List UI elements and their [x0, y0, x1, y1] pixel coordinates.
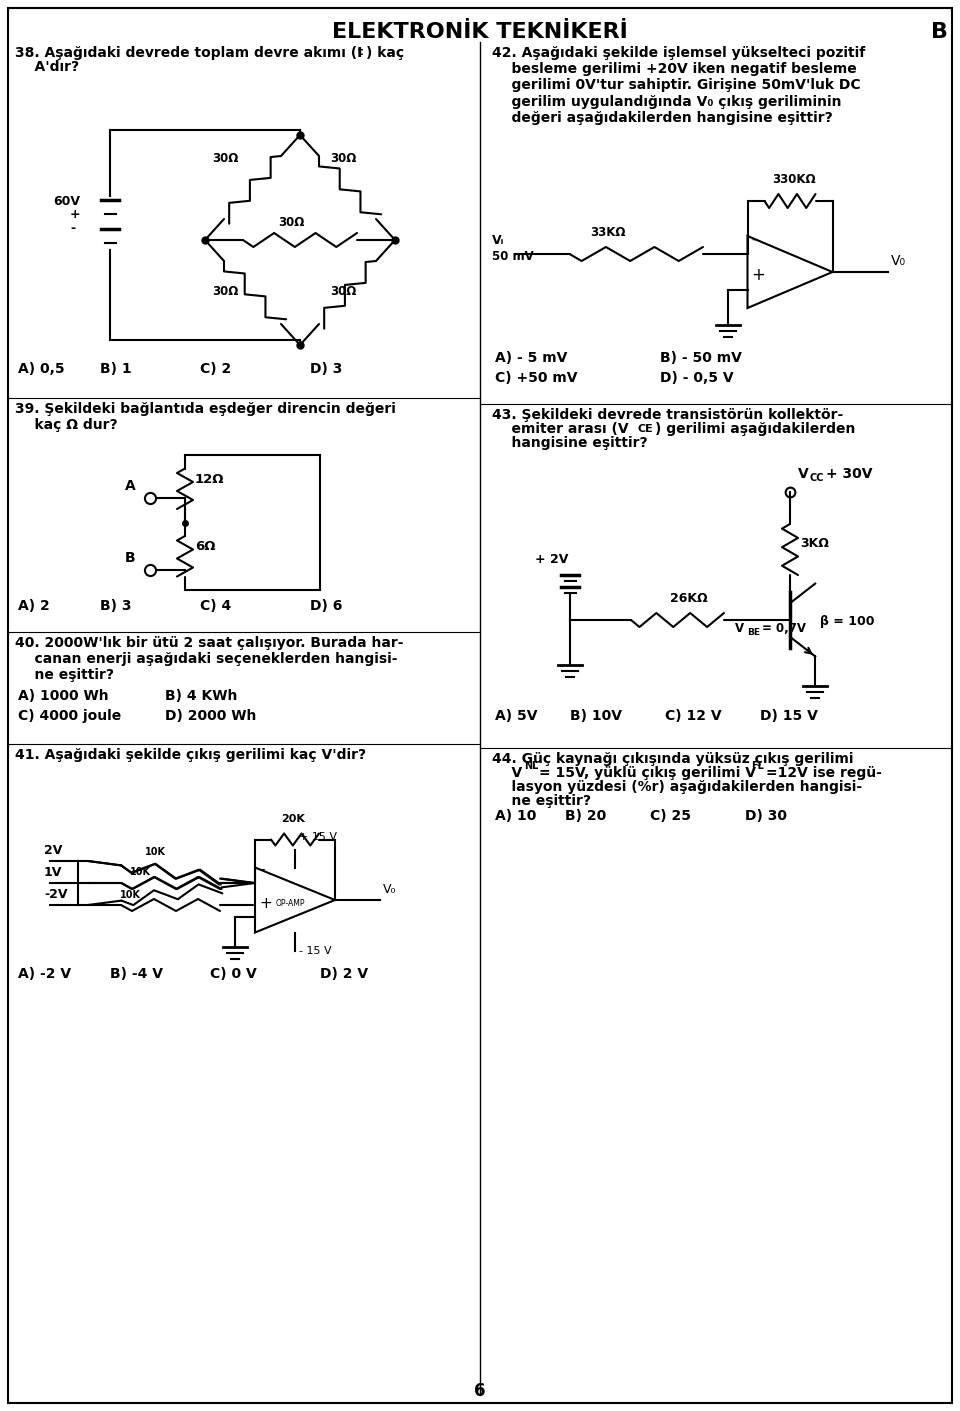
Text: 6Ω: 6Ω	[195, 540, 215, 553]
Text: V: V	[735, 622, 744, 635]
Text: B) 3: B) 3	[100, 600, 132, 612]
Text: OP-AMP: OP-AMP	[276, 899, 304, 909]
Text: +: +	[259, 896, 272, 912]
Text: emiter arası (V: emiter arası (V	[492, 422, 629, 436]
Text: A) 10: A) 10	[495, 809, 537, 823]
Text: BE: BE	[747, 628, 760, 636]
Text: lasyon yüzdesi (%r) aşağıdakilerden hangisi-: lasyon yüzdesi (%r) aşağıdakilerden hang…	[492, 780, 862, 794]
Text: 38. Aşağıdaki devrede toplam devre akımı (I: 38. Aşağıdaki devrede toplam devre akımı…	[15, 47, 362, 61]
Text: 10K: 10K	[145, 847, 166, 856]
Text: 41. Aşağıdaki şekilde çıkış gerilimi kaç V'dir?: 41. Aşağıdaki şekilde çıkış gerilimi kaç…	[15, 748, 366, 762]
Text: 50 mV: 50 mV	[492, 250, 534, 262]
Text: 30Ω: 30Ω	[278, 216, 304, 229]
Text: -: -	[70, 222, 75, 236]
Text: V: V	[798, 467, 808, 481]
Text: A: A	[125, 478, 135, 492]
Text: CE: CE	[638, 423, 654, 435]
Text: C) +50 mV: C) +50 mV	[495, 371, 578, 385]
Text: B: B	[125, 552, 135, 564]
Text: A) -2 V: A) -2 V	[18, 967, 71, 981]
Text: 330KΩ: 330KΩ	[772, 174, 816, 186]
Text: 60V: 60V	[53, 195, 80, 207]
Text: 1V: 1V	[44, 866, 62, 879]
Text: 26KΩ: 26KΩ	[670, 593, 708, 605]
Text: + 15 V: + 15 V	[299, 831, 337, 841]
Text: C) 4: C) 4	[200, 600, 231, 612]
Text: 3KΩ: 3KΩ	[800, 538, 828, 550]
Text: t: t	[358, 47, 363, 56]
Text: C) 4000 joule: C) 4000 joule	[18, 708, 121, 722]
Text: A) 1000 Wh: A) 1000 Wh	[18, 689, 108, 703]
Text: 10K: 10K	[120, 890, 141, 900]
Text: B) - 50 mV: B) - 50 mV	[660, 351, 742, 365]
Text: Vᵢ: Vᵢ	[492, 234, 504, 247]
Text: A) - 5 mV: A) - 5 mV	[495, 351, 567, 365]
Text: A) 2: A) 2	[18, 600, 50, 612]
Text: NL: NL	[524, 761, 539, 770]
Text: - 15 V: - 15 V	[299, 947, 331, 957]
Text: ELEKTRONİK TEKNİKERİ: ELEKTRONİK TEKNİKERİ	[332, 23, 628, 42]
Text: D) 2000 Wh: D) 2000 Wh	[165, 708, 256, 722]
Text: C) 25: C) 25	[650, 809, 691, 823]
Text: D) 15 V: D) 15 V	[760, 708, 818, 722]
Text: 43. Şekildeki devrede transistörün kollektör-: 43. Şekildeki devrede transistörün kolle…	[492, 408, 843, 422]
Text: 20K: 20K	[281, 814, 305, 824]
Text: 30Ω: 30Ω	[212, 285, 238, 298]
Text: = 0,7V: = 0,7V	[762, 622, 806, 635]
Text: A) 5V: A) 5V	[495, 708, 538, 722]
Text: B) -4 V: B) -4 V	[110, 967, 163, 981]
Text: ) kaç: ) kaç	[366, 47, 404, 61]
Text: FL: FL	[751, 761, 764, 770]
Text: ) gerilimi aşağıdakilerden: ) gerilimi aşağıdakilerden	[655, 422, 855, 436]
Text: 6: 6	[474, 1381, 486, 1400]
Text: hangisine eşittir?: hangisine eşittir?	[492, 436, 648, 450]
Text: B) 4 KWh: B) 4 KWh	[165, 689, 237, 703]
Text: 42. Aşağıdaki şekilde işlemsel yükselteci pozitif
    besleme gerilimi +20V iken: 42. Aşağıdaki şekilde işlemsel yükseltec…	[492, 47, 865, 124]
Text: CC: CC	[810, 473, 825, 483]
Text: D) - 0,5 V: D) - 0,5 V	[660, 371, 733, 385]
Text: +: +	[752, 267, 765, 284]
Text: 2V: 2V	[44, 844, 62, 856]
Text: 30Ω: 30Ω	[330, 152, 356, 165]
Text: 39. Şekildeki bağlantıda eşdeğer direncin değeri
    kaç Ω dur?: 39. Şekildeki bağlantıda eşdeğer direnci…	[15, 402, 396, 432]
Text: + 2V: + 2V	[535, 553, 568, 566]
Text: C) 0 V: C) 0 V	[210, 967, 256, 981]
Text: V₀: V₀	[891, 254, 905, 268]
Text: C) 12 V: C) 12 V	[665, 708, 722, 722]
Text: 30Ω: 30Ω	[330, 285, 356, 298]
Text: V: V	[492, 766, 522, 780]
Text: B) 20: B) 20	[565, 809, 607, 823]
Text: 33KΩ: 33KΩ	[590, 226, 626, 238]
Text: B: B	[931, 23, 948, 42]
Text: β = 100: β = 100	[820, 615, 875, 628]
Text: D) 3: D) 3	[310, 363, 343, 375]
Text: 12Ω: 12Ω	[195, 473, 225, 485]
Text: = 15V, yüklü çıkış gerilimi V: = 15V, yüklü çıkış gerilimi V	[539, 766, 756, 780]
Text: -: -	[259, 862, 265, 878]
Text: -: -	[752, 230, 757, 248]
Text: D) 6: D) 6	[310, 600, 343, 612]
Text: D) 30: D) 30	[745, 809, 787, 823]
Text: 30Ω: 30Ω	[212, 152, 238, 165]
Text: A) 0,5: A) 0,5	[18, 363, 64, 375]
Text: =12V ise regü-: =12V ise regü-	[766, 766, 882, 780]
Text: +: +	[70, 207, 81, 222]
Text: -2V: -2V	[44, 888, 67, 902]
Text: + 30V: + 30V	[826, 467, 873, 481]
Text: V₀: V₀	[383, 883, 396, 896]
Text: 10K: 10K	[130, 866, 151, 878]
Text: D) 2 V: D) 2 V	[320, 967, 368, 981]
Text: A'dır?: A'dır?	[15, 61, 79, 73]
Text: 44. Güç kaynağı çıkışında yüksüz çıkış gerilimi: 44. Güç kaynağı çıkışında yüksüz çıkış g…	[492, 752, 853, 766]
Text: B) 1: B) 1	[100, 363, 132, 375]
Text: B) 10V: B) 10V	[570, 708, 622, 722]
Text: C) 2: C) 2	[200, 363, 231, 375]
Text: 40. 2000W'lık bir ütü 2 saat çalışıyor. Burada har-
    canan enerji aşağıdaki s: 40. 2000W'lık bir ütü 2 saat çalışıyor. …	[15, 636, 403, 683]
Text: ne eşittir?: ne eşittir?	[492, 794, 591, 809]
